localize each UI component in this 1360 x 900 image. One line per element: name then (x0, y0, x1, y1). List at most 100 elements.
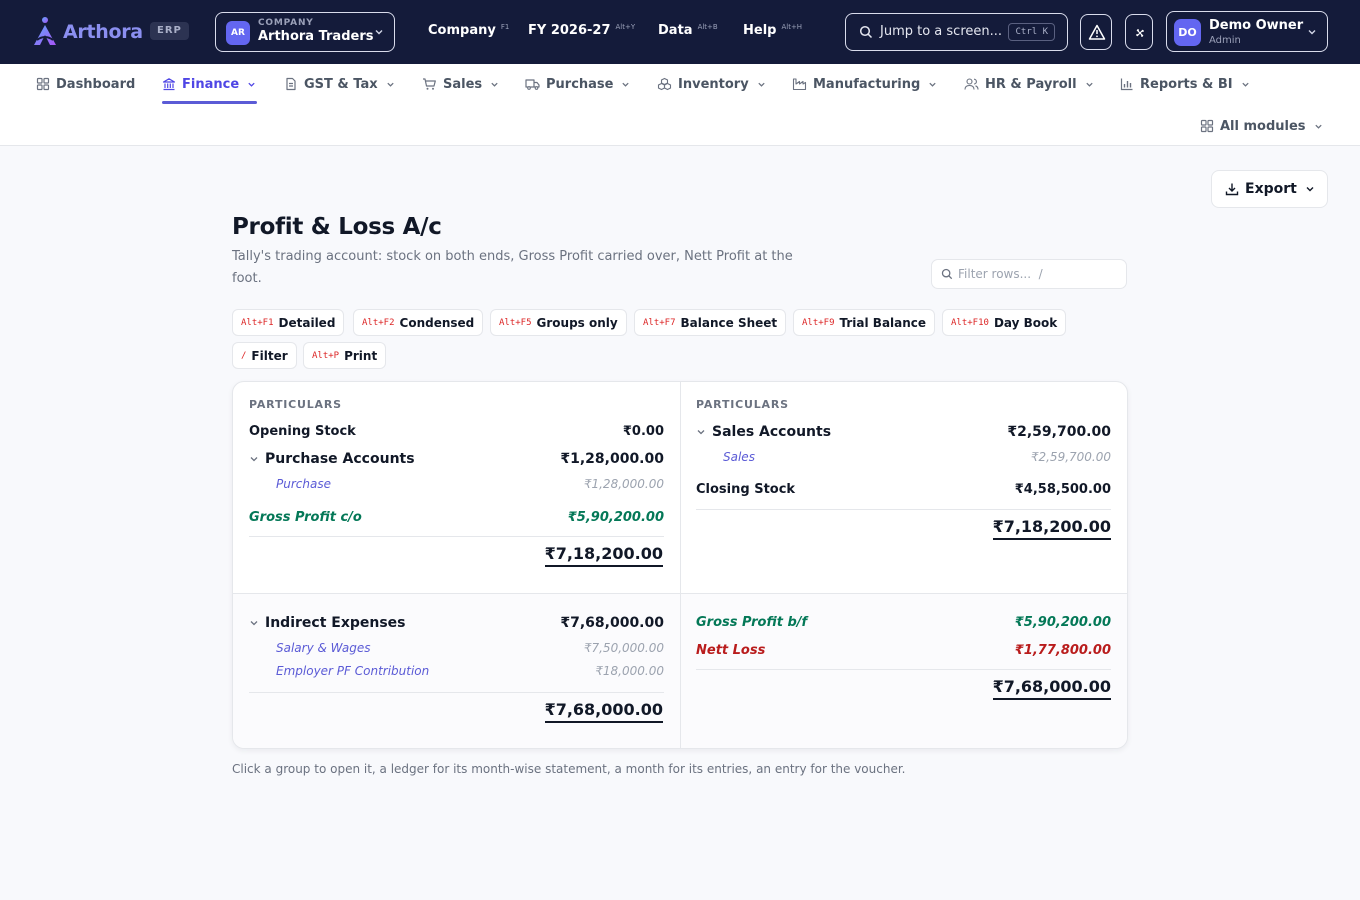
row-label: Opening Stock (249, 424, 356, 439)
row-label: Purchase Accounts (265, 451, 415, 467)
module-dashboard-label: Dashboard (56, 76, 136, 92)
module-finance[interactable]: Finance (162, 74, 256, 94)
bar-chart-icon (1120, 77, 1134, 91)
menu-help-shortcut: Alt+H (781, 23, 803, 31)
chevron-down-icon (490, 80, 499, 89)
total-divider (696, 669, 1111, 670)
shortcut-day-book[interactable]: Alt+F10 Day Book (942, 309, 1067, 336)
row-closing-stock[interactable]: Closing Stock ₹4,58,500.00 (696, 482, 1111, 502)
jump-search[interactable]: Jump to a screen... Ctrl K (845, 13, 1068, 51)
shortcut-groups-only[interactable]: Alt+F5 Groups only (490, 309, 627, 336)
module-all-modules[interactable]: All modules (1200, 116, 1323, 136)
shortcut-detailed[interactable]: Alt+F1 Detailed (232, 309, 345, 336)
module-gst-tax-label: GST & Tax (304, 76, 378, 92)
shortcut-label: Print (344, 348, 378, 363)
shortcut-key: Alt+F7 (643, 317, 676, 328)
row-opening-stock[interactable]: Opening Stock ₹0.00 (249, 424, 664, 444)
shortcut-key: Alt+P (312, 350, 340, 361)
factory-icon (792, 77, 807, 91)
export-button[interactable]: Export (1211, 170, 1328, 208)
menu-fiscal-year-label: FY 2026-27 (528, 23, 611, 38)
shortcut-label: Balance Sheet (680, 315, 778, 330)
command-button[interactable] (1125, 14, 1153, 50)
module-manufacturing[interactable]: Manufacturing (792, 74, 937, 94)
module-gst-tax[interactable]: GST & Tax (284, 74, 395, 94)
jump-search-shortcut: Ctrl K (1008, 23, 1055, 41)
company-selector[interactable]: AR COMPANY Arthora Traders (215, 12, 395, 52)
menu-company[interactable]: Company F1 (428, 23, 509, 38)
module-reports-bi[interactable]: Reports & BI (1120, 74, 1250, 94)
row-ledger-sales[interactable]: Sales ₹2,59,700.00 (696, 450, 1111, 470)
shortcut-print[interactable]: Alt+P Print (303, 342, 387, 369)
shortcut-balance-sheet[interactable]: Alt+F7 Balance Sheet (634, 309, 787, 336)
menu-fiscal-year[interactable]: FY 2026-27 Alt+Y (528, 23, 635, 38)
profit-loss-statement: PARTICULARS Opening Stock ₹0.00 Purchase… (232, 381, 1128, 749)
module-all-modules-label: All modules (1220, 118, 1306, 134)
row-ledger-purchase[interactable]: Purchase ₹1,28,000.00 (249, 477, 664, 497)
row-amount: ₹7,50,000.00 (583, 641, 664, 655)
shortcut-key: Alt+F1 (241, 317, 274, 328)
bank-icon (162, 77, 176, 91)
row-gross-profit-bf: Gross Profit b/f ₹5,90,200.00 (696, 615, 1111, 635)
row-amount: ₹5,90,200.00 (567, 510, 664, 525)
module-manufacturing-label: Manufacturing (813, 76, 921, 92)
pl-credit-section (681, 594, 1127, 748)
chevron-down-icon (757, 80, 766, 89)
chevron-down-icon (375, 30, 383, 35)
module-nav (0, 64, 1360, 146)
company-caption: COMPANY (258, 18, 314, 28)
chevron-down-icon (621, 80, 630, 89)
chevron-down-icon (386, 80, 395, 89)
warning-icon (1088, 24, 1106, 40)
module-sales[interactable]: Sales (422, 74, 499, 94)
module-dashboard[interactable]: Dashboard (36, 74, 135, 94)
chevron-down-icon (1305, 184, 1315, 194)
module-inventory[interactable]: Inventory (657, 74, 766, 94)
chevron-down-icon (249, 618, 259, 628)
row-amount: ₹5,90,200.00 (1014, 615, 1111, 630)
user-role: Admin (1209, 35, 1241, 46)
module-purchase[interactable]: Purchase (525, 74, 630, 94)
shortcut-label: Condensed (399, 315, 475, 330)
app-logo[interactable]: Arthora (31, 16, 143, 48)
row-purchase-accounts[interactable]: Purchase Accounts ₹1,28,000.00 (249, 451, 664, 471)
module-sales-label: Sales (443, 76, 483, 92)
shortcut-filter[interactable]: / Filter (232, 342, 297, 369)
logo-text: Arthora (63, 21, 143, 43)
grid-icon (36, 77, 50, 91)
row-label: Purchase (276, 477, 331, 491)
row-sales-accounts[interactable]: Sales Accounts ₹2,59,700.00 (696, 424, 1111, 444)
company-avatar: AR (226, 21, 250, 45)
row-indirect-expenses[interactable]: Indirect Expenses ₹7,68,000.00 (249, 615, 664, 635)
column-header-particulars: PARTICULARS (249, 398, 342, 411)
filter-rows-input[interactable] (958, 263, 1120, 285)
row-label: Indirect Expenses (265, 615, 406, 631)
module-hr-payroll-label: HR & Payroll (985, 76, 1077, 92)
module-finance-label: Finance (182, 76, 240, 92)
jump-search-placeholder: Jump to a screen... (880, 24, 1003, 39)
export-label: Export (1245, 181, 1297, 197)
row-label: Employer PF Contribution (276, 664, 430, 678)
shortcut-key: Alt+F9 (802, 317, 835, 328)
row-ledger-salary-wages[interactable]: Salary & Wages ₹7,50,000.00 (249, 641, 664, 661)
shortcut-label: Groups only (536, 315, 618, 330)
arthora-logo-icon (34, 17, 56, 45)
module-inventory-label: Inventory (678, 76, 749, 92)
menu-fiscal-year-shortcut: Alt+Y (615, 23, 636, 31)
shortcut-condensed[interactable]: Alt+F2 Condensed (353, 309, 484, 336)
menu-data[interactable]: Data Alt+B (658, 23, 718, 38)
menu-help[interactable]: Help Alt+H (743, 23, 802, 38)
download-icon (1225, 183, 1239, 196)
pl-credit-total: ₹7,68,000.00 (992, 677, 1111, 700)
row-ledger-employer-pf[interactable]: Employer PF Contribution ₹18,000.00 (249, 664, 664, 684)
alerts-button[interactable] (1080, 14, 1112, 50)
row-label: Sales Accounts (712, 424, 832, 440)
row-label: Nett Loss (696, 643, 766, 658)
shortcut-trial-balance[interactable]: Alt+F9 Trial Balance (793, 309, 936, 336)
row-amount: ₹2,59,700.00 (1007, 424, 1111, 440)
help-footnote: Click a group to open it, a ledger for i… (232, 762, 906, 776)
module-hr-payroll[interactable]: HR & Payroll (964, 74, 1094, 94)
chevron-down-icon (1085, 80, 1094, 89)
row-amount: ₹4,58,500.00 (1014, 482, 1111, 497)
user-menu[interactable]: DO Demo Owner Admin (1166, 11, 1328, 52)
